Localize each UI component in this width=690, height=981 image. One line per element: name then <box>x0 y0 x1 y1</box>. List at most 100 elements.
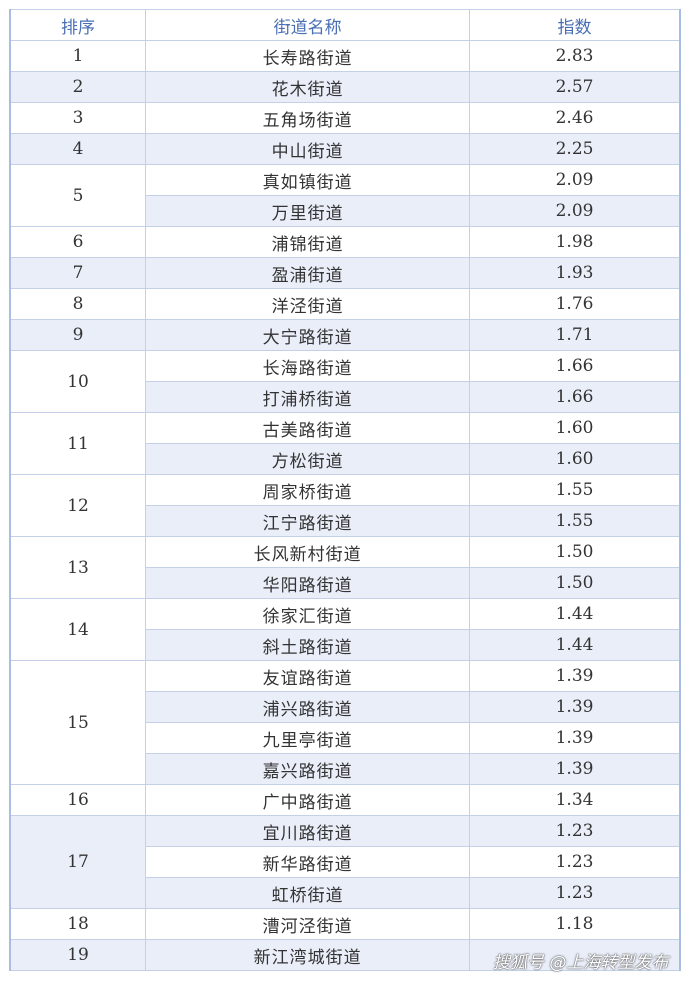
table-row: 6 浦锦街道 1.98 <box>9 226 681 258</box>
index-value-cell: 1.60 <box>469 412 681 444</box>
street-name-cell: 花木街道 <box>145 71 471 103</box>
table-row: 19 新江湾城街道 <box>9 939 681 971</box>
rank-cell: 15 <box>9 660 147 785</box>
street-name-cell: 漕河泾街道 <box>145 908 471 940</box>
table-row: 3 五角场街道 2.46 <box>9 102 681 134</box>
rank-cell: 8 <box>9 288 147 320</box>
street-name-cell: 万里街道 <box>145 195 471 227</box>
index-value-cell: 1.44 <box>469 629 681 661</box>
table-row: 9 大宁路街道 1.71 <box>9 319 681 351</box>
table-row: 11 古美路街道 1.60 <box>9 412 681 475</box>
index-value-cell: 1.55 <box>469 474 681 506</box>
street-name-cell: 新江湾城街道 <box>145 939 471 971</box>
street-name-cell: 长海路街道 <box>145 350 471 382</box>
table-row: 斜土路街道 1.44 <box>10 629 681 661</box>
street-name-cell: 九里亭街道 <box>145 722 471 754</box>
table-row: 万里街道 2.09 <box>10 195 681 227</box>
street-name-cell: 新华路街道 <box>145 846 471 878</box>
rank-cell: 11 <box>9 412 147 475</box>
table-row: 10 长海路街道 1.66 <box>9 350 681 413</box>
index-value-cell: 1.18 <box>469 908 681 940</box>
rank-cell: 4 <box>9 133 147 165</box>
index-value-cell: 2.25 <box>469 133 681 165</box>
index-value-cell: 1.23 <box>469 815 681 847</box>
rank-cell: 17 <box>9 815 147 909</box>
street-name-cell: 中山街道 <box>145 133 471 165</box>
rank-cell: 1 <box>9 40 147 72</box>
street-name-cell: 古美路街道 <box>145 412 471 444</box>
street-name-cell: 大宁路街道 <box>145 319 471 351</box>
street-name-cell: 长风新村街道 <box>145 536 471 568</box>
index-value-cell: 1.50 <box>469 567 681 599</box>
rank-cell: 16 <box>9 784 147 816</box>
street-name-cell: 周家桥街道 <box>145 474 471 506</box>
table-row: 新华路街道 1.23 <box>10 846 681 878</box>
index-value-cell: 1.23 <box>469 846 681 878</box>
street-name-cell: 友谊路街道 <box>145 660 471 692</box>
street-name-cell: 浦兴路街道 <box>145 691 471 723</box>
rank-cell: 12 <box>9 474 147 537</box>
index-value-cell: 2.57 <box>469 71 681 103</box>
rank-cell: 18 <box>9 908 147 940</box>
street-name-cell: 华阳路街道 <box>145 567 471 599</box>
index-value-cell: 2.83 <box>469 40 681 72</box>
table-row: 17 宜川路街道 1.23 <box>9 815 681 909</box>
rank-cell: 13 <box>9 536 147 599</box>
table-header: 排序 街道名称 指数 <box>9 9 681 41</box>
index-value-cell: 1.98 <box>469 226 681 258</box>
street-name-cell: 嘉兴路街道 <box>145 753 471 785</box>
index-value-cell: 1.66 <box>469 350 681 382</box>
street-name-cell: 斜土路街道 <box>145 629 471 661</box>
rank-cell: 9 <box>9 319 147 351</box>
street-name-cell: 江宁路街道 <box>145 505 471 537</box>
rank-cell: 10 <box>9 350 147 413</box>
street-name-cell: 打浦桥街道 <box>145 381 471 413</box>
street-name-cell: 徐家汇街道 <box>145 598 471 630</box>
index-value-cell: 1.60 <box>469 443 681 475</box>
street-name-cell: 宜川路街道 <box>145 815 471 847</box>
header-name: 街道名称 <box>145 9 471 41</box>
table-row: 14 徐家汇街道 1.44 <box>9 598 681 661</box>
table-row: 九里亭街道 1.39 <box>10 722 681 754</box>
street-name-cell: 广中路街道 <box>145 784 471 816</box>
index-value-cell: 2.09 <box>469 164 681 196</box>
table-row: 2 花木街道 2.57 <box>9 71 681 103</box>
header-index: 指数 <box>469 9 681 41</box>
table-row: 1 长寿路街道 2.83 <box>9 40 681 72</box>
table-row: 12 周家桥街道 1.55 <box>9 474 681 537</box>
rank-cell: 7 <box>9 257 147 289</box>
index-value-cell: 1.50 <box>469 536 681 568</box>
street-name-cell: 洋泾街道 <box>145 288 471 320</box>
index-value-cell: 1.34 <box>469 784 681 816</box>
rank-cell: 3 <box>9 102 147 134</box>
table-row: 5 真如镇街道 2.09 <box>9 164 681 227</box>
rank-cell: 2 <box>9 71 147 103</box>
table-row: 7 盈浦街道 1.93 <box>9 257 681 289</box>
table-row: 4 中山街道 2.25 <box>9 133 681 165</box>
index-value-cell: 1.44 <box>469 598 681 630</box>
street-name-cell: 盈浦街道 <box>145 257 471 289</box>
rank-cell: 5 <box>9 164 147 227</box>
street-name-cell: 浦锦街道 <box>145 226 471 258</box>
index-value-cell: 1.66 <box>469 381 681 413</box>
index-value-cell: 1.39 <box>469 753 681 785</box>
rank-cell: 19 <box>9 939 147 971</box>
street-name-cell: 方松街道 <box>145 443 471 475</box>
index-value-cell <box>469 939 681 971</box>
street-name-cell: 虹桥街道 <box>145 877 471 909</box>
index-value-cell: 1.76 <box>469 288 681 320</box>
index-value-cell: 1.39 <box>469 660 681 692</box>
rank-cell: 6 <box>9 226 147 258</box>
index-value-cell: 1.71 <box>469 319 681 351</box>
table-row: 16 广中路街道 1.34 <box>9 784 681 816</box>
index-value-cell: 1.93 <box>469 257 681 289</box>
rank-cell: 14 <box>9 598 147 661</box>
index-value-cell: 1.39 <box>469 691 681 723</box>
watermark: 搜狐号 @上海转型发布 <box>493 953 669 973</box>
street-name-cell: 五角场街道 <box>145 102 471 134</box>
table-row: 15 友谊路街道 1.39 <box>9 660 681 785</box>
index-value-cell: 1.23 <box>469 877 681 909</box>
table-row: 18 漕河泾街道 1.18 <box>9 908 681 940</box>
street-name-cell: 长寿路街道 <box>145 40 471 72</box>
ranking-table: 排序 街道名称 指数 1 长寿路街道 2.83 2 花木街道 2.57 3 五角场街道 2.46… <box>9 9 681 971</box>
